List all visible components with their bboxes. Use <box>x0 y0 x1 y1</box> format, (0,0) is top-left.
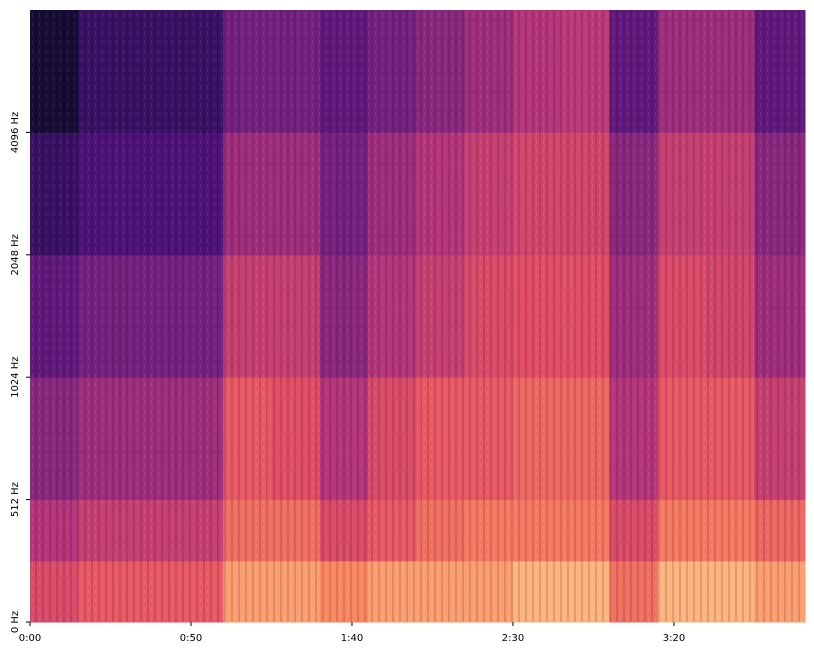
texture <box>30 10 805 622</box>
x-tick-label: 0:00 <box>19 633 41 644</box>
x-tick-label: 2:30 <box>502 633 524 644</box>
y-tick-label: 4096 Hz <box>10 112 21 153</box>
x-tick-label: 1:40 <box>341 633 363 644</box>
y-tick-label: 512 Hz <box>10 482 21 517</box>
y-tick-label: 2048 Hz <box>10 234 21 275</box>
y-tick-label: 0 Hz <box>10 611 21 633</box>
x-tick-label: 0:50 <box>180 633 202 644</box>
y-tick-label: 1024 Hz <box>10 356 21 397</box>
x-tick-label: 3:20 <box>663 633 685 644</box>
